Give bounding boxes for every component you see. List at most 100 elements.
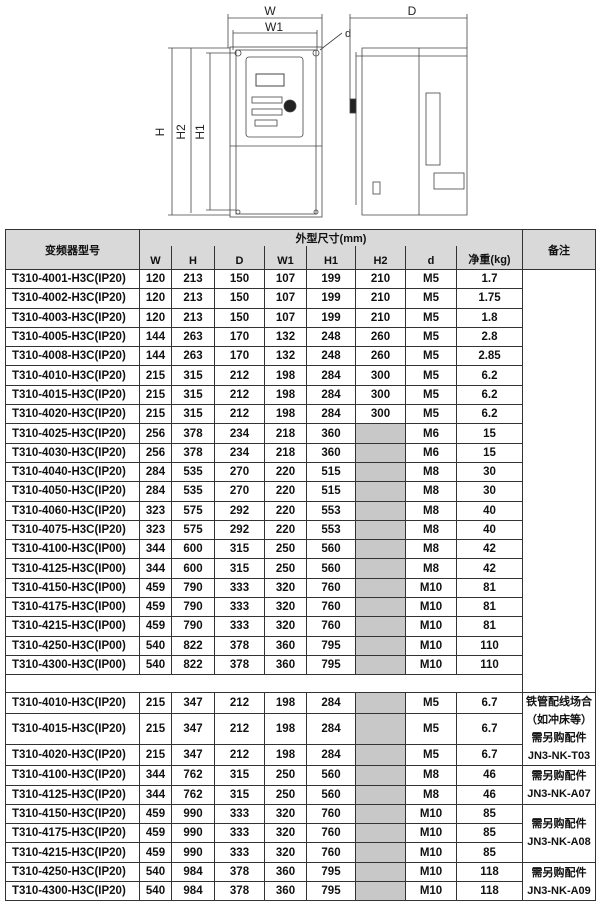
value-cell: 40 xyxy=(455,500,524,521)
model-cell: T310-4010-H3C(IP20) xyxy=(5,692,140,715)
value-cell: M10 xyxy=(405,842,457,863)
value-cell: 360 xyxy=(264,654,307,676)
value-cell: 515 xyxy=(306,461,356,483)
value-cell: M5 xyxy=(405,365,457,386)
value-cell: 212 xyxy=(214,365,265,386)
value-cell: M5 xyxy=(405,346,457,367)
value-cell: 822 xyxy=(171,635,215,656)
value-cell: 292 xyxy=(214,500,265,521)
table-row: T310-4005-H3C(IP20) 144 263 170 132 248 260 M5 2… xyxy=(5,326,596,348)
table-row: T310-4150-H3C(IP20) 459 990 333 320 760 M10 85 需… xyxy=(5,803,597,863)
dimension-table: 变频器型号 外型尺寸(mm) 备注 W H D W1 H1 H2 d 净重(kg) T310-… xyxy=(4,229,597,901)
value-cell: 284 xyxy=(139,461,172,483)
value-cell: 150 xyxy=(214,307,265,328)
model-cell: T310-4175-H3C(IP00) xyxy=(5,597,140,618)
value-cell: 378 xyxy=(171,442,215,463)
value-cell: 459 xyxy=(139,597,172,618)
value-cell: 575 xyxy=(171,519,215,541)
value-cell: M5 xyxy=(405,288,457,309)
value-cell: 540 xyxy=(139,635,172,656)
model-cell: T310-4015-H3C(IP20) xyxy=(5,713,140,746)
model-cell: T310-4008-H3C(IP20) xyxy=(5,346,140,367)
value-cell: M8 xyxy=(405,539,457,560)
model-cell: T310-4015-H3C(IP20) xyxy=(5,384,140,406)
model-cell: T310-4040-H3C(IP20) xyxy=(5,461,140,483)
value-cell: 120 xyxy=(139,288,172,309)
empty-cell xyxy=(355,654,406,676)
value-cell: 215 xyxy=(139,744,172,767)
value-cell: 198 xyxy=(264,692,307,715)
model-cell: T310-4020-H3C(IP20) xyxy=(5,744,140,767)
model-cell: T310-4150-H3C(IP20) xyxy=(5,803,140,825)
value-cell: 315 xyxy=(171,404,215,425)
value-cell: 234 xyxy=(214,423,265,444)
value-cell: 250 xyxy=(264,539,307,560)
value-cell: 120 xyxy=(139,268,172,290)
value-cell: 333 xyxy=(214,597,265,618)
model-cell: T310-4075-H3C(IP20) xyxy=(5,519,140,541)
table-row: T310-4215-H3C(IP00) 459 790 333 320 760 M10 81 xyxy=(5,616,596,637)
value-cell: 535 xyxy=(171,461,215,483)
value-cell: M10 xyxy=(405,823,457,844)
value-cell: 515 xyxy=(306,481,356,502)
value-cell: 15 xyxy=(455,423,524,444)
value-cell: 284 xyxy=(306,692,356,715)
value-cell: 198 xyxy=(264,404,307,425)
side-view: D xyxy=(349,4,468,216)
value-cell: 795 xyxy=(306,861,356,883)
value-cell: 213 xyxy=(171,288,215,309)
model-cell: T310-4010-H3C(IP20) xyxy=(5,365,140,386)
remark-line: JN3-NK-A07 xyxy=(527,788,591,801)
empty-cell xyxy=(355,616,406,637)
value-cell: 990 xyxy=(171,842,215,863)
value-cell: M5 xyxy=(405,713,457,746)
value-cell: 250 xyxy=(264,558,307,579)
model-cell: T310-4050-H3C(IP20) xyxy=(5,481,140,502)
value-cell: 198 xyxy=(264,365,307,386)
remark-line: JN3-NK-A08 xyxy=(527,836,591,849)
value-cell: M5 xyxy=(405,692,457,715)
table-row: T310-4010-H3C(IP20) 215 315 212 198 284 300 M5 6… xyxy=(5,365,596,386)
value-cell: 210 xyxy=(355,288,406,309)
table-row: T310-4015-H3C(IP20) 215 315 212 198 284 300 M5 6… xyxy=(5,384,596,406)
table-row: T310-4125-H3C(IP00) 344 600 315 250 560 M8 42 xyxy=(5,558,596,579)
table-row: T310-4175-H3C(IP20) 459 990 333 320 760 M10 85 xyxy=(5,823,596,844)
value-cell: 320 xyxy=(264,823,307,844)
value-cell: M10 xyxy=(405,635,457,656)
empty-cell xyxy=(355,539,406,560)
model-cell: T310-4300-H3C(IP20) xyxy=(5,881,140,901)
model-cell: T310-4125-H3C(IP20) xyxy=(5,784,140,805)
dim-label-w: W xyxy=(264,4,276,18)
table-row: T310-4250-H3C(IP20) 540 984 378 360 795 M10 118… xyxy=(5,861,597,901)
value-cell: 378 xyxy=(214,654,265,676)
value-cell: 218 xyxy=(264,423,307,444)
value-cell: M5 xyxy=(405,744,457,767)
empty-cell xyxy=(355,784,406,805)
remark-cell: 需另购配件 JN3-NK-A09 xyxy=(522,861,597,901)
value-cell: M5 xyxy=(405,326,457,348)
value-cell: 256 xyxy=(139,423,172,444)
empty-cell xyxy=(355,461,406,483)
value-cell: 46 xyxy=(455,765,524,786)
remark-line: JN3-NK-A09 xyxy=(527,884,591,897)
value-cell: 220 xyxy=(264,500,307,521)
value-cell: 535 xyxy=(171,481,215,502)
value-cell: 320 xyxy=(264,803,307,825)
value-cell: 170 xyxy=(214,326,265,348)
value-cell: 360 xyxy=(306,442,356,463)
table-row: T310-4001-H3C(IP20) 120 213 150 107 199 210 M5 1… xyxy=(5,268,597,694)
value-cell: M10 xyxy=(405,577,457,599)
value-cell: 170 xyxy=(214,346,265,367)
table-row: T310-4125-H3C(IP20) 344 762 315 250 560 M8 46 xyxy=(5,784,596,805)
value-cell: 300 xyxy=(355,384,406,406)
table-row: T310-4020-H3C(IP20) 215 315 212 198 284 300 M5 6… xyxy=(5,404,596,425)
value-cell: 199 xyxy=(306,307,356,328)
value-cell: 984 xyxy=(171,861,215,883)
value-cell: 220 xyxy=(264,461,307,483)
table-row: T310-4003-H3C(IP20) 120 213 150 107 199 210 M5 1… xyxy=(5,307,596,328)
remark-cell: 需另购配件 JN3-NK-A07 xyxy=(522,765,597,805)
remark-cell xyxy=(522,268,597,694)
model-cell: T310-4215-H3C(IP00) xyxy=(5,616,140,637)
value-cell: 46 xyxy=(455,784,524,805)
value-cell: 344 xyxy=(139,784,172,805)
